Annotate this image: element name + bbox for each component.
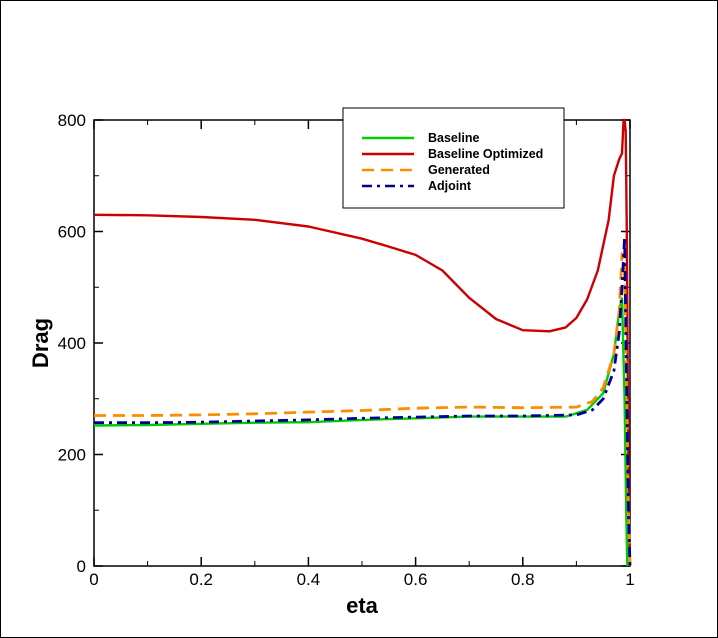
y-tick-label-2: 400 — [58, 334, 86, 353]
series-line-adjoint — [94, 235, 632, 567]
x-axis-title: eta — [346, 593, 379, 618]
x-tick-label-0: 0 — [89, 570, 98, 589]
series-line-baseline-optimized — [93, 118, 632, 567]
x-tick-label-4: 0.8 — [511, 570, 535, 589]
series-layer — [93, 118, 632, 567]
y-tick-label-0: 0 — [77, 557, 86, 576]
x-tick-label-5: 1 — [625, 570, 634, 589]
legend-box — [342, 107, 565, 209]
series-line-baseline — [93, 297, 629, 567]
legend-label-0: Baseline — [428, 131, 479, 145]
y-tick-label-3: 600 — [58, 223, 86, 242]
y-tick-label-4: 800 — [58, 111, 86, 130]
y-tick-label-1: 200 — [58, 446, 86, 465]
axis-ticks: 0 0.2 0.4 0.6 0.8 1 0 200 400 600 800 — [58, 111, 635, 589]
legend-label-2: Generated — [428, 163, 490, 177]
legend-label-3: Adjoint — [428, 179, 472, 193]
x-tick-label-2: 0.4 — [297, 570, 321, 589]
x-tick-label-1: 0.2 — [189, 570, 213, 589]
x-tick-label-3: 0.6 — [404, 570, 428, 589]
legend-label-1: Baseline Optimized — [428, 147, 543, 161]
y-axis-title: Drag — [28, 318, 53, 368]
series-line-generated — [94, 252, 632, 567]
legend: Baseline Baseline Optimized Generated Adjoi… — [342, 107, 565, 209]
